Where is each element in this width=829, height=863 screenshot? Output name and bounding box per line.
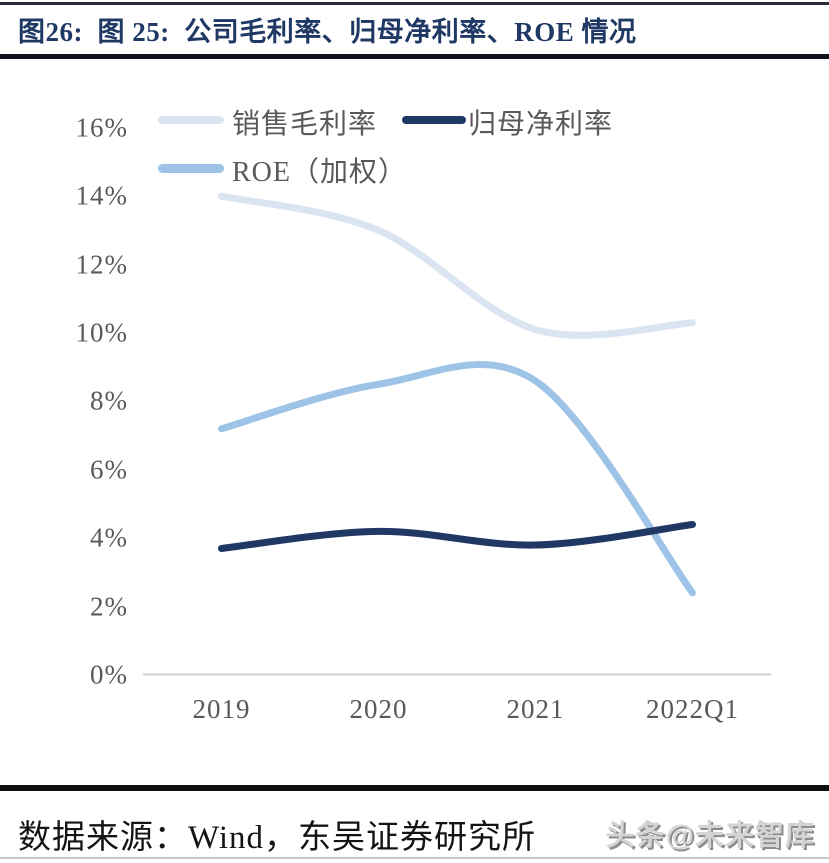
series-line-gross-margin	[218, 192, 696, 339]
footer-divider	[0, 785, 829, 791]
bottom-edge-line	[0, 857, 829, 859]
y-tick-label: 8%	[90, 385, 128, 416]
legend-swatch-net-margin	[402, 116, 466, 124]
figure-title: 图26: 图 25: 公司毛利率、归母净利率、ROE 情况	[18, 17, 637, 47]
y-tick-label: 4%	[90, 522, 128, 553]
legend-label-roe: ROE（加权）	[232, 157, 408, 188]
title-divider	[0, 54, 829, 59]
legend-swatch-gross-margin	[158, 116, 224, 124]
watermark-text: 头条@未来智库	[605, 820, 815, 852]
top-divider	[0, 2, 829, 5]
y-tick-label: 10%	[75, 317, 128, 348]
y-tick-label: 6%	[90, 454, 128, 485]
y-tick-label: 14%	[75, 180, 128, 211]
legend-swatch-roe	[158, 164, 224, 173]
x-tick-label: 2021	[506, 694, 565, 724]
y-axis-tick-labels: 0% 2% 4% 6% 8% 10% 12% 14% 16%	[30, 0, 128, 863]
x-tick-label: 2020	[349, 694, 408, 724]
x-tick-label: 2022Q1	[646, 694, 739, 724]
y-tick-label: 2%	[90, 591, 128, 622]
x-axis-tick-labels: 2019 2020 2021 2022Q1	[0, 694, 829, 734]
x-tick-label: 2019	[192, 694, 251, 724]
legend-label-gross-margin: 销售毛利率	[232, 109, 378, 140]
y-tick-label: 16%	[75, 112, 128, 143]
series-line-roe	[218, 361, 696, 597]
legend-label-net-margin: 归母净利率	[468, 109, 614, 140]
series-line-net-margin	[218, 521, 696, 552]
data-source-note: 数据来源：Wind，东吴证券研究所	[18, 820, 536, 856]
y-tick-label: 0%	[90, 659, 128, 690]
y-tick-label: 12%	[75, 249, 128, 280]
